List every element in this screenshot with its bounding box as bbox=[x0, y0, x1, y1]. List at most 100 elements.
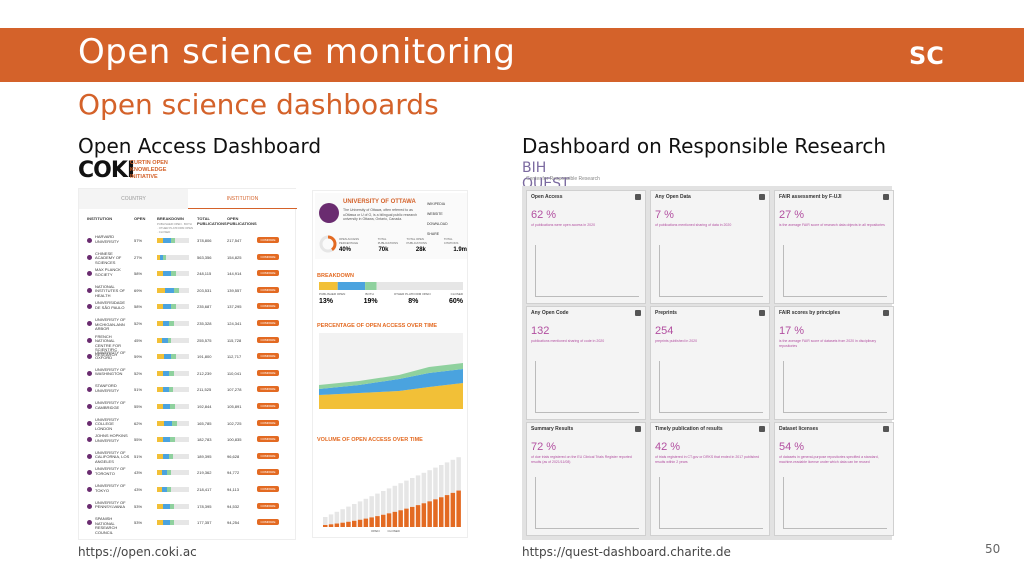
compare-button[interactable]: COMPARE bbox=[257, 502, 279, 509]
compare-button[interactable]: COMPARE bbox=[257, 403, 279, 409]
card-chart-area bbox=[783, 361, 887, 413]
open-pubs: 154,825 bbox=[227, 254, 242, 260]
bd-label-publisher: PUBLISHER OPEN bbox=[319, 292, 346, 296]
card-description: of publications were open access in 2020 bbox=[531, 223, 596, 227]
vol-bar-open bbox=[415, 505, 421, 527]
breakdown-bar bbox=[157, 337, 189, 343]
compare-button[interactable]: COMPARE bbox=[257, 286, 279, 293]
compare-button[interactable]: COMPARE bbox=[257, 519, 279, 526]
institution-logo-icon bbox=[87, 453, 92, 459]
area-publisher bbox=[319, 383, 463, 409]
left-url[interactable]: https://open.coki.ac bbox=[78, 545, 197, 559]
breakdown-bar bbox=[319, 282, 463, 290]
quest-card: Preprints 254 preprints published in 2020 bbox=[650, 306, 770, 420]
compare-button[interactable]: COMPARE bbox=[257, 469, 279, 476]
vol-bar-closed bbox=[421, 472, 427, 504]
bd-val-publisher: 13% bbox=[319, 298, 334, 305]
vol-bar-closed bbox=[439, 465, 444, 498]
total-pubs: 182,783 bbox=[197, 437, 212, 443]
sc-logo-text: SC bbox=[909, 42, 944, 70]
info-icon[interactable] bbox=[883, 194, 889, 200]
compare-button[interactable]: COMPARE bbox=[257, 486, 279, 492]
tab-country[interactable]: COUNTRY bbox=[79, 189, 188, 209]
vol-oa-bar-chart bbox=[323, 457, 461, 527]
compare-button[interactable]: COMPARE bbox=[257, 353, 279, 360]
breakdown-bar bbox=[157, 453, 189, 459]
info-icon[interactable] bbox=[759, 310, 765, 316]
compare-button[interactable]: COMPARE bbox=[257, 369, 279, 376]
card-chart-area bbox=[659, 477, 763, 529]
link-website[interactable]: WEBSITE bbox=[427, 212, 443, 216]
card-title: Preprints bbox=[655, 310, 677, 316]
card-description: publications mentioned sharing of code i… bbox=[531, 339, 605, 343]
compare-button[interactable]: COMPARE bbox=[257, 320, 279, 326]
vol-bar-closed bbox=[375, 493, 380, 517]
open-pubs: 112,717 bbox=[227, 354, 242, 360]
total-pubs: 219,362 bbox=[197, 470, 212, 476]
compare-button[interactable]: COMPARE bbox=[257, 237, 279, 243]
breakdown-bar bbox=[157, 404, 189, 409]
info-icon[interactable] bbox=[759, 426, 765, 432]
total-pubs: 192,844 bbox=[197, 404, 212, 409]
total-pubs: 211,525 bbox=[197, 387, 212, 393]
compare-button[interactable]: COMPARE bbox=[257, 270, 279, 277]
open-pct: 52% bbox=[134, 370, 143, 376]
link-download[interactable]: DOWNLOAD bbox=[427, 222, 448, 226]
card-value: 42 % bbox=[655, 441, 681, 453]
institution-name: HARVARD UNIVERSITY bbox=[95, 234, 120, 244]
breakdown-bar bbox=[157, 271, 189, 277]
tab-institution[interactable]: INSTITUTION bbox=[188, 189, 297, 209]
vol-bar-open bbox=[450, 492, 456, 527]
institution-logo-icon bbox=[87, 304, 92, 310]
institution-logo-icon bbox=[87, 520, 92, 526]
institution-logo-icon bbox=[87, 487, 92, 492]
ottawa-stat-labels: OPEN ACCESS PERCENTAGE TOTAL PUBLICATION… bbox=[339, 237, 467, 245]
compare-button[interactable]: COMPARE bbox=[257, 336, 279, 343]
vol-bar-open bbox=[363, 518, 369, 527]
institution-name: NATIONAL INSTITUTES OF HEALTH bbox=[95, 283, 125, 298]
compare-button[interactable]: COMPARE bbox=[257, 386, 279, 393]
info-icon[interactable] bbox=[635, 310, 641, 316]
institution-logo-icon bbox=[87, 238, 92, 243]
breakdown-title: BREAKDOWN bbox=[317, 273, 354, 279]
card-description: of publications mentioned sharing of dat… bbox=[655, 223, 732, 227]
vol-bar-open bbox=[410, 506, 415, 527]
breakdown-bar bbox=[157, 238, 189, 243]
info-icon[interactable] bbox=[883, 310, 889, 316]
open-pubs: 94,532 bbox=[227, 503, 240, 509]
compare-button[interactable]: COMPARE bbox=[257, 303, 279, 310]
breakdown-seg-publisher bbox=[319, 282, 338, 290]
title-bar bbox=[0, 28, 1024, 82]
compare-button[interactable]: COMPARE bbox=[257, 253, 279, 260]
institution-logo-icon bbox=[87, 254, 92, 260]
vol-bar-closed bbox=[433, 467, 438, 500]
institution-logo-icon bbox=[87, 354, 92, 360]
open-pct: 52% bbox=[134, 321, 143, 326]
open-pct: 62% bbox=[134, 420, 143, 426]
open-pct: 53% bbox=[134, 520, 143, 526]
vol-bar-open bbox=[433, 499, 438, 527]
link-wikipedia[interactable]: WIKIPEDIA bbox=[427, 202, 446, 206]
card-title: Dataset licenses bbox=[779, 426, 819, 432]
open-pubs: 107,278 bbox=[227, 387, 242, 393]
pct-oa-area-chart bbox=[319, 333, 463, 409]
info-icon[interactable] bbox=[883, 426, 889, 432]
vol-oa-title: VOLUME OF OPEN ACCESS OVER TIME bbox=[317, 437, 423, 443]
info-icon[interactable] bbox=[635, 194, 641, 200]
breakdown-legend: PUBLISHER OPEN · BOTH · OTHER PLATFORM O… bbox=[157, 222, 193, 234]
info-icon[interactable] bbox=[759, 194, 765, 200]
quest-card: FAIR assessment by F-UJI 27 % is the avera… bbox=[774, 190, 894, 304]
compare-button[interactable]: COMPARE bbox=[257, 452, 279, 459]
card-description: of datasets in general-purpose repositor… bbox=[779, 455, 879, 464]
compare-button[interactable]: COMPARE bbox=[257, 419, 279, 426]
right-heading: Dashboard on Responsible Research bbox=[522, 134, 887, 158]
vol-bar-closed bbox=[352, 504, 357, 521]
vol-bar-closed bbox=[357, 501, 363, 520]
link-share[interactable]: SHARE bbox=[427, 232, 440, 236]
right-url[interactable]: https://quest-dashboard.charite.de bbox=[522, 545, 731, 559]
open-pct: 51% bbox=[134, 453, 143, 459]
bd-val-closed: 60% bbox=[448, 298, 463, 305]
compare-button[interactable]: COMPARE bbox=[257, 436, 279, 443]
info-icon[interactable] bbox=[635, 426, 641, 432]
vol-bar-closed bbox=[456, 457, 461, 491]
